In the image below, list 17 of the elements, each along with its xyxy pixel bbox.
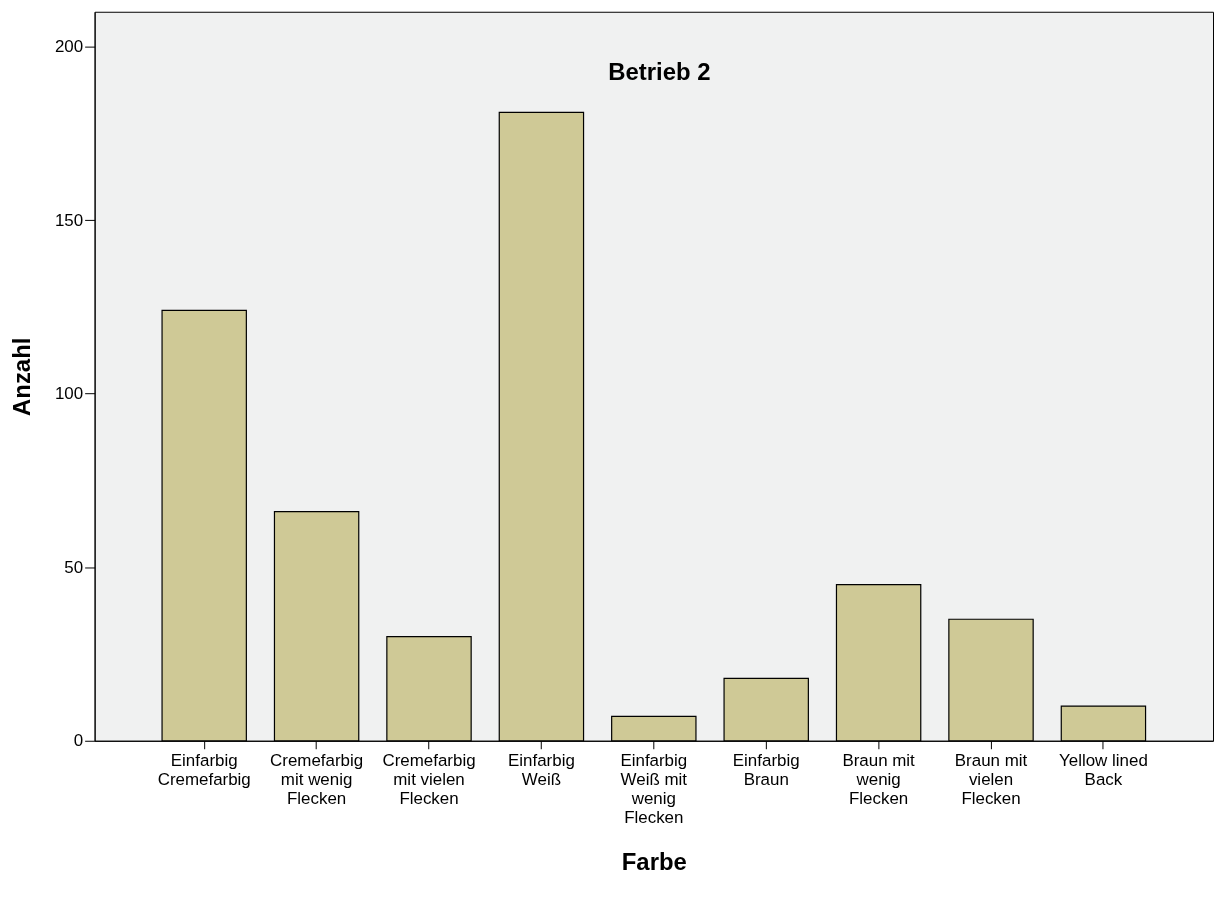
x-tick-label: Einfarbig Weiß mit wenig Flecken <box>620 751 688 827</box>
x-tick-label: Yellow lined Back <box>1059 751 1148 790</box>
y-tick-label: 150 <box>54 210 84 230</box>
text: Betrieb 2 <box>608 58 711 86</box>
y-tick-label: 0 <box>73 731 84 751</box>
y-axis-title: Anzahl <box>8 337 36 416</box>
x-tick-label: Braun mit wenig Flecken <box>842 751 916 808</box>
x-axis-title: Farbe <box>621 847 687 875</box>
x-tick-label: Einfarbig Braun <box>732 751 800 790</box>
x-tick-label: Cremefarbig mit vielen Flecken <box>382 751 476 808</box>
x-tick-label: Braun mit vielen Flecken <box>954 751 1028 808</box>
x-tick-label: Cremefarbig mit wenig Flecken <box>270 751 364 808</box>
x-tick-label: Einfarbig Weiß <box>508 751 575 790</box>
x-tick-label: Einfarbig Cremefarbig <box>157 751 251 790</box>
y-tick-label: 100 <box>54 384 84 404</box>
y-tick-label: 200 <box>54 36 84 56</box>
y-tick-label: 50 <box>64 557 84 577</box>
